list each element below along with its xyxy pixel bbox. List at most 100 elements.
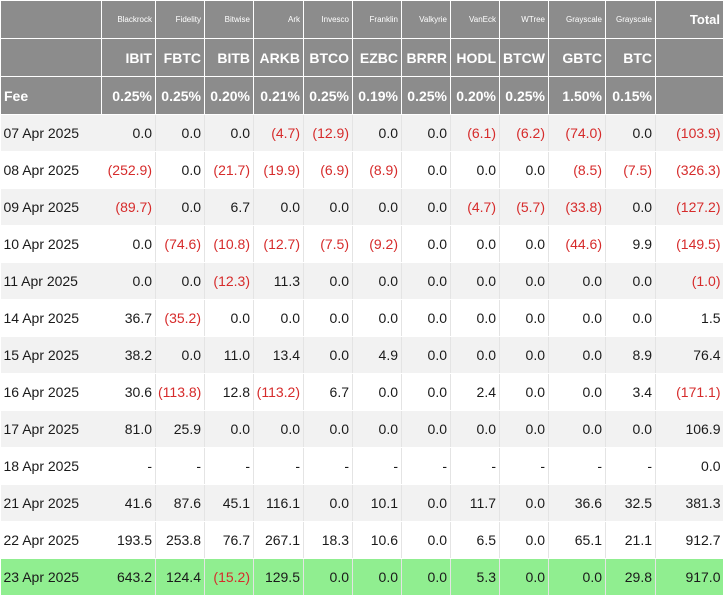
flow-cell: 0.0 <box>401 558 451 596</box>
flow-cell: 0.0 <box>548 299 606 337</box>
flow-cell: 0.0 <box>401 521 451 559</box>
table-row: 07 Apr 2025 0.0 0.0 0.0 (4.7) (12.9) 0.0 0.0 (6.… <box>0 114 723 152</box>
flow-cell: (4.7) <box>253 114 304 152</box>
flow-cell: 0.0 <box>253 299 304 337</box>
flow-cell: 0.0 <box>450 410 500 448</box>
fee-total-cell <box>655 76 723 115</box>
flow-cell: 0.0 <box>204 114 254 152</box>
flow-cell: - <box>605 447 656 485</box>
flow-cell: 0.0 <box>155 262 205 300</box>
table-row: 08 Apr 2025 (252.9) 0.0 (21.7) (19.9) (6.9) (8… <box>0 151 723 189</box>
flow-cell: 0.0 <box>204 410 254 448</box>
ticker-label: HODL <box>450 38 500 77</box>
flow-cell: 116.1 <box>253 484 304 522</box>
flow-cell: 0.0 <box>352 558 402 596</box>
row-date: 10 Apr 2025 <box>0 225 102 263</box>
flow-cell: 0.0 <box>303 336 353 374</box>
flow-cell: 253.8 <box>155 521 205 559</box>
row-date: 08 Apr 2025 <box>0 151 102 189</box>
flow-cell: 0.0 <box>303 299 353 337</box>
flow-cell: 12.8 <box>204 373 254 411</box>
flow-cell: 81.0 <box>101 410 156 448</box>
ticker-label: EZBC <box>352 38 402 77</box>
flow-cell: 0.0 <box>548 262 606 300</box>
flow-cell: 0.0 <box>499 262 549 300</box>
flow-cell: (12.9) <box>303 114 353 152</box>
flow-cell: 25.9 <box>155 410 205 448</box>
flow-cell: 0.0 <box>401 151 451 189</box>
flow-cell: (44.6) <box>548 225 606 263</box>
row-total: 1.5 <box>655 299 723 337</box>
table-row: 22 Apr 2025 193.5 253.8 76.7 267.1 18.3 10.6 0.… <box>0 521 723 559</box>
flow-cell: 643.2 <box>101 558 156 596</box>
fee-row: Fee 0.25% 0.25% 0.20% 0.21% 0.25% 0.19% … <box>0 76 723 115</box>
row-total: (1.0) <box>655 262 723 300</box>
row-date: 16 Apr 2025 <box>0 373 102 411</box>
flow-cell: 0.0 <box>499 484 549 522</box>
flow-cell: (252.9) <box>101 151 156 189</box>
flow-cell: 124.4 <box>155 558 205 596</box>
flow-cell: 0.0 <box>499 558 549 596</box>
flow-cell: 32.5 <box>605 484 656 522</box>
provider-name: Grayscale <box>605 0 656 39</box>
flow-cell: - <box>401 447 451 485</box>
flow-cell: 0.0 <box>352 262 402 300</box>
flow-cell: (113.8) <box>155 373 205 411</box>
flow-cell: (6.2) <box>499 114 549 152</box>
flow-cell: - <box>303 447 353 485</box>
flow-cell: 0.0 <box>401 410 451 448</box>
table-row: 18 Apr 2025- - - - - - - - - - -0.0 <box>0 447 723 485</box>
table-row: 16 Apr 2025 30.6 (113.8) 12.8 (113.2) 6.7 0.0 0… <box>0 373 723 411</box>
flow-cell: 0.0 <box>605 299 656 337</box>
flow-cell: 11.3 <box>253 262 304 300</box>
flow-cell: (6.9) <box>303 151 353 189</box>
flow-cell: - <box>101 447 156 485</box>
flow-cell: - <box>204 447 254 485</box>
row-date: 21 Apr 2025 <box>0 484 102 522</box>
flow-cell: - <box>499 447 549 485</box>
flow-cell: 0.0 <box>401 336 451 374</box>
flow-cell: 2.4 <box>450 373 500 411</box>
flow-cell: 0.0 <box>548 336 606 374</box>
flow-cell: 41.6 <box>101 484 156 522</box>
flow-cell: - <box>253 447 304 485</box>
flow-cell: 0.0 <box>101 225 156 263</box>
fee-value: 0.25% <box>155 76 205 115</box>
row-date: 07 Apr 2025 <box>0 114 102 152</box>
row-total: 917.0 <box>655 558 723 596</box>
fee-label: Fee <box>0 76 102 115</box>
flow-cell: 0.0 <box>253 410 304 448</box>
flow-cell: (15.2) <box>204 558 254 596</box>
flow-cell: 0.0 <box>401 225 451 263</box>
row-date: 22 Apr 2025 <box>0 521 102 559</box>
flow-cell: 0.0 <box>450 151 500 189</box>
flow-cell: 0.0 <box>352 410 402 448</box>
table-row: 17 Apr 2025 81.0 25.9 0.0 0.0 0.0 0.0 0.0 0.0 0.0… <box>0 410 723 448</box>
flow-cell: 0.0 <box>401 188 451 226</box>
flow-cell: 29.8 <box>605 558 656 596</box>
total-header: Total <box>655 0 723 39</box>
fee-value: 0.25% <box>303 76 353 115</box>
flow-cell: 0.0 <box>605 262 656 300</box>
flow-cell: 0.0 <box>548 373 606 411</box>
flow-cell: 0.0 <box>499 299 549 337</box>
flow-cell: 0.0 <box>101 114 156 152</box>
flow-cell: 0.0 <box>401 262 451 300</box>
ticker-header-row: IBIT FBTC BITB ARKB BTCO EZBC BRRR HODL … <box>0 38 723 77</box>
flow-cell: (35.2) <box>155 299 205 337</box>
ticker-label: FBTC <box>155 38 205 77</box>
table-row: 21 Apr 2025 41.6 87.6 45.1 116.1 0.0 10.1 0.0 11… <box>0 484 723 522</box>
row-total: 76.4 <box>655 336 723 374</box>
flow-cell: 0.0 <box>352 373 402 411</box>
fee-value: 0.21% <box>253 76 304 115</box>
flow-cell: 76.7 <box>204 521 254 559</box>
flow-cell: 38.2 <box>101 336 156 374</box>
row-date: 11 Apr 2025 <box>0 262 102 300</box>
flow-cell: - <box>155 447 205 485</box>
flow-cell: (7.5) <box>605 151 656 189</box>
flow-cell: (89.7) <box>101 188 156 226</box>
flow-cell: 0.0 <box>303 188 353 226</box>
row-total: (127.2) <box>655 188 723 226</box>
flow-cell: 0.0 <box>303 262 353 300</box>
flow-cell: 0.0 <box>352 299 402 337</box>
